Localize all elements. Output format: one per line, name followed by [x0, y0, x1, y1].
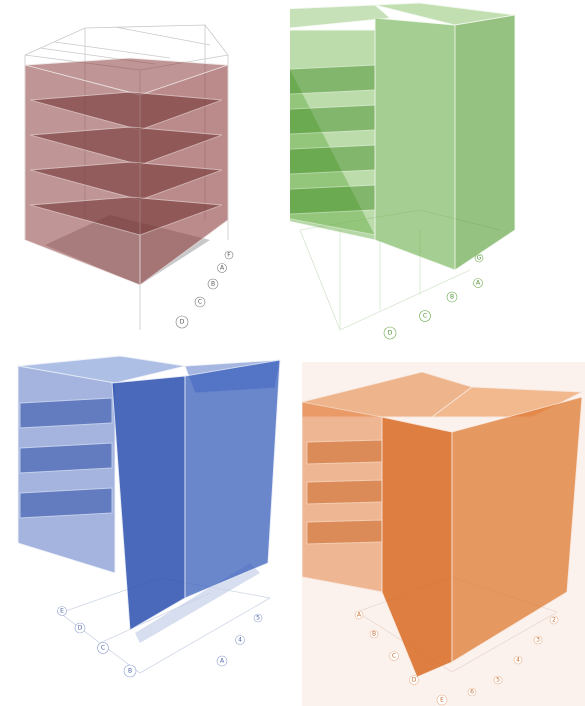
red-building-model: D C B A F: [0, 0, 290, 345]
orange-grid-label-a: A: [357, 612, 362, 619]
orange-grid-label-4: 4: [516, 657, 520, 664]
green-building-model: D C B A G: [290, 0, 585, 345]
blue-building-model: B C D E A 4 5: [0, 348, 300, 706]
red-grid-label-f: F: [227, 252, 231, 259]
blue-grid-label-b: B: [128, 668, 132, 675]
green-grid-label-d: D: [388, 330, 393, 337]
orange-grid-label-c: C: [392, 653, 396, 660]
red-grid-label-a: A: [220, 265, 225, 272]
orange-grid-label-d: D: [412, 677, 417, 684]
green-building-drawing: D C B A G: [290, 2, 516, 340]
blue-grid-label-a: A: [220, 658, 225, 665]
blue-grid-label-d: D: [78, 625, 83, 632]
blue-grid-labels: [57, 606, 263, 678]
red-grid-label-b: B: [211, 281, 215, 288]
red-floors: [24, 57, 229, 286]
blue-grid-label-4: 4: [238, 637, 242, 644]
blue-grid-label-5: 5: [256, 615, 260, 622]
orange-grid-labels: [354, 610, 559, 706]
orange-grid-label-b: B: [372, 631, 376, 638]
blue-building-drawing: B C D E A 4 5: [17, 355, 281, 678]
orange-building-drawing: E D C B A 6 5 4 3 2: [302, 371, 584, 706]
red-building-drawing: D C B A F: [24, 24, 234, 330]
green-grid-labels: [383, 253, 484, 340]
orange-grid-label-3: 3: [536, 637, 540, 644]
red-grid-label-c: C: [198, 299, 202, 306]
orange-building-model: E D C B A 6 5 4 3 2: [302, 362, 585, 706]
blue-floors: [17, 355, 281, 631]
orange-grid-label-5: 5: [496, 677, 500, 684]
green-grid-label-c: C: [423, 313, 427, 320]
orange-grid-label-2: 2: [552, 617, 556, 624]
red-grid-labels: [175, 250, 234, 329]
green-grid-label-g: G: [477, 255, 482, 262]
blue-ground-shadow: [135, 563, 260, 643]
green-floors: [290, 2, 516, 271]
green-grid-label-b: B: [450, 294, 454, 301]
orange-floors: [302, 371, 584, 678]
orange-grid-label-e: E: [440, 697, 444, 704]
red-grid-label-d: D: [180, 319, 185, 326]
orange-grid-label-6: 6: [470, 689, 474, 696]
blue-grid-label-c: C: [101, 645, 105, 652]
green-grid-label-a: A: [476, 280, 481, 287]
blue-grid-label-e: E: [60, 608, 64, 615]
